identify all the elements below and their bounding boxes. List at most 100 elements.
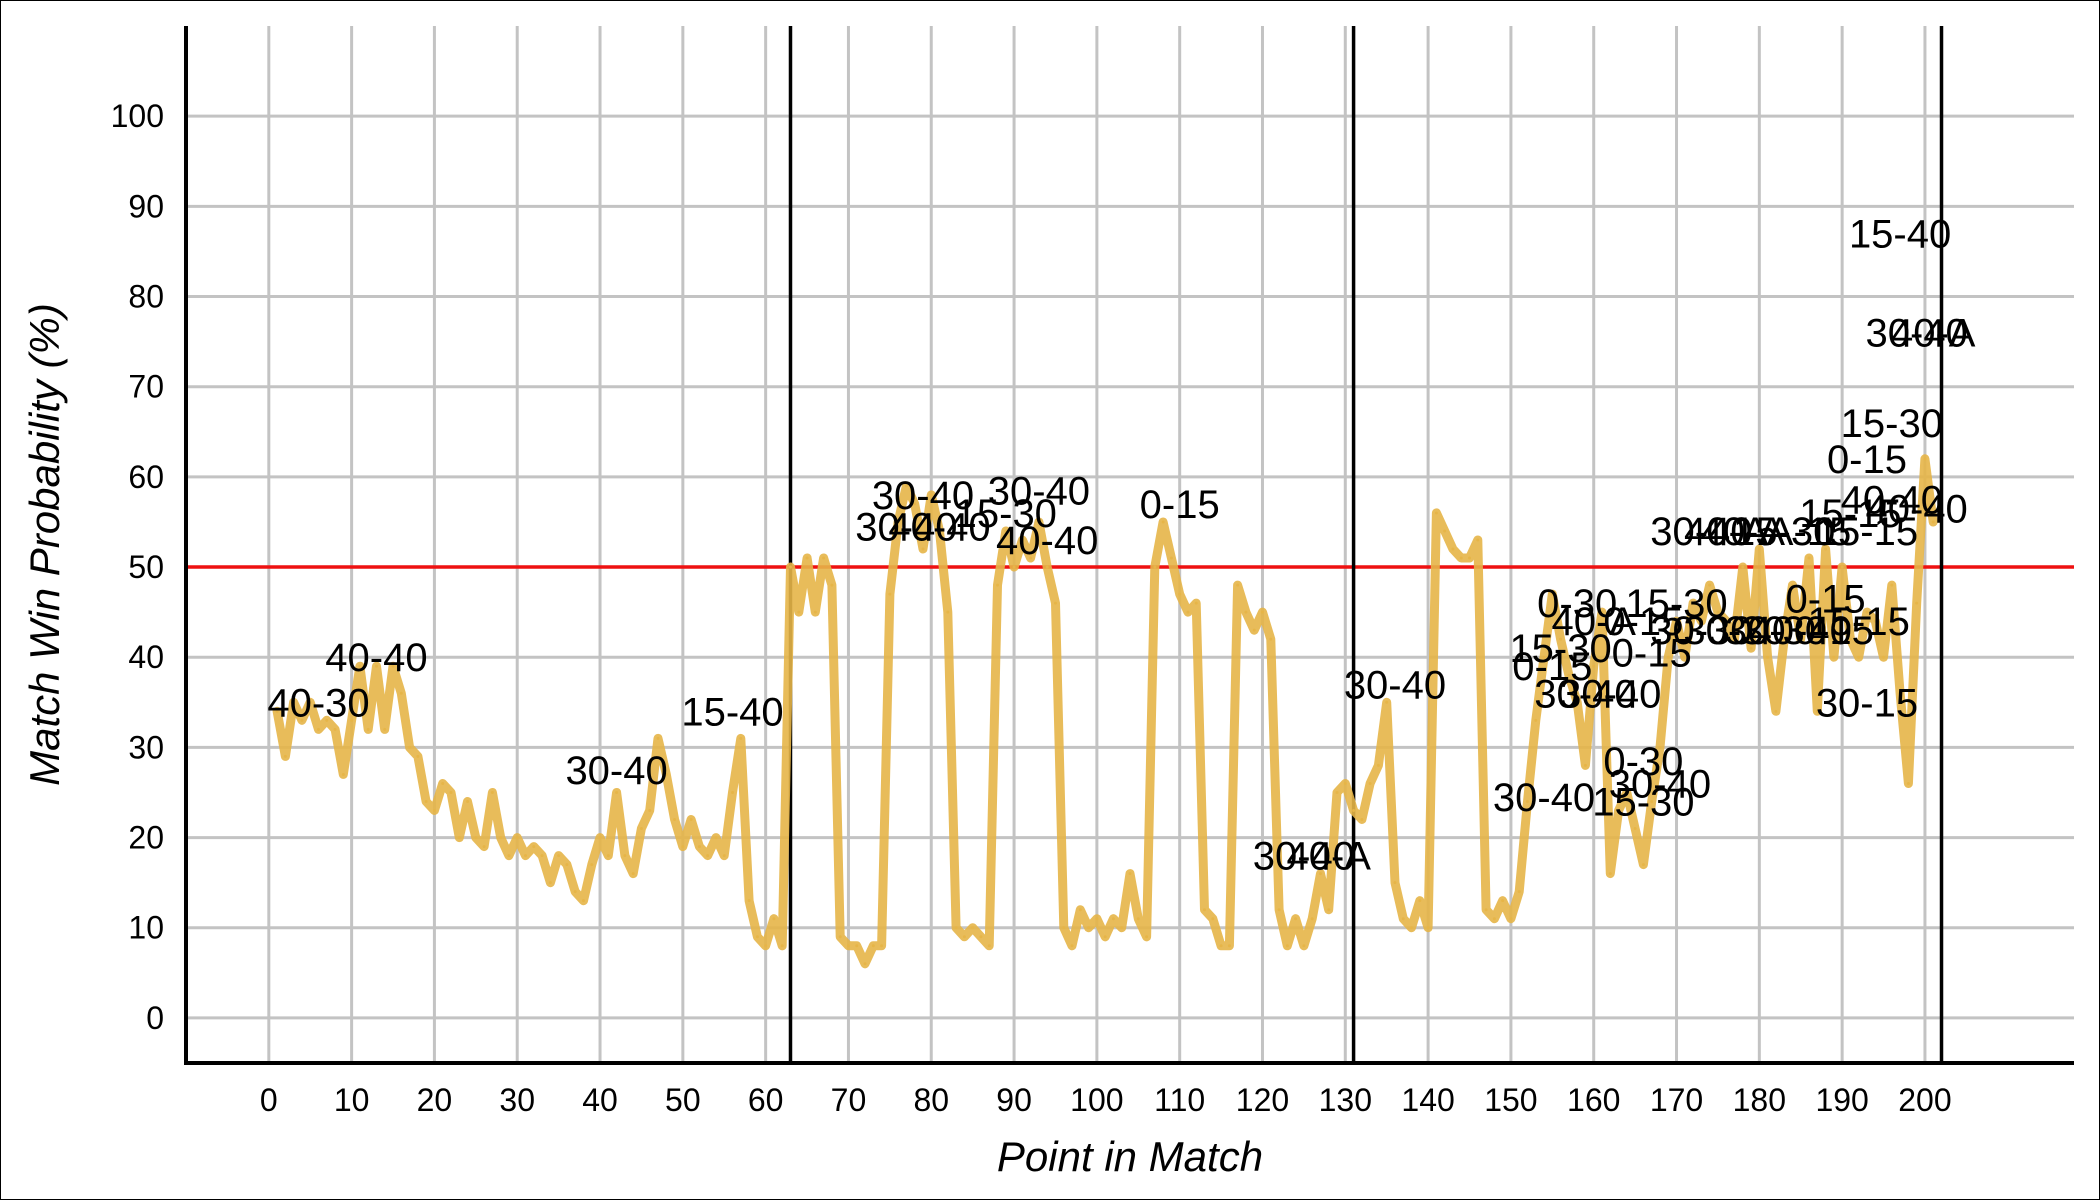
- data-point: [1087, 926, 1091, 930]
- data-point: [1385, 700, 1389, 704]
- data-point: [971, 926, 975, 930]
- y-tick-label: 100: [111, 98, 164, 134]
- data-point: [482, 845, 486, 849]
- data-point: [532, 845, 536, 849]
- score-annotation: 30-40: [1609, 762, 1711, 806]
- data-point: [863, 962, 867, 966]
- score-annotation: 0-15: [1786, 578, 1866, 622]
- data-point: [1252, 628, 1256, 632]
- y-tick-label: 30: [128, 729, 164, 765]
- data-point: [1269, 637, 1273, 641]
- data-point: [739, 736, 743, 740]
- data-point: [1931, 520, 1935, 524]
- data-point: [1824, 547, 1828, 551]
- score-annotation: 30-40: [1650, 510, 1752, 554]
- data-point: [929, 493, 933, 497]
- data-point: [292, 700, 296, 704]
- x-tick-label: 70: [831, 1082, 867, 1118]
- data-point: [573, 890, 577, 894]
- x-tick-label: 10: [334, 1082, 370, 1118]
- data-point: [880, 944, 884, 948]
- score-annotation: 30-40: [1534, 672, 1636, 716]
- data-point: [1865, 610, 1869, 614]
- score-annotation: 0-15: [1612, 632, 1692, 676]
- data-point: [1915, 601, 1919, 605]
- data-point: [1012, 565, 1016, 569]
- data-point: [333, 727, 337, 731]
- score-annotation: 15-30: [1841, 402, 1943, 446]
- y-tick-label: 60: [128, 459, 164, 495]
- data-point: [1583, 763, 1587, 767]
- data-point: [1840, 565, 1844, 569]
- data-point: [673, 818, 677, 822]
- data-point: [1857, 655, 1861, 659]
- score-annotation: 40-40: [1750, 609, 1852, 653]
- data-point: [598, 836, 602, 840]
- data-point: [664, 772, 668, 776]
- score-annotation: 30-40: [1493, 776, 1595, 820]
- data-point: [1625, 790, 1629, 794]
- data-point: [987, 944, 991, 948]
- data-point: [1186, 610, 1190, 614]
- score-annotation: 40-A: [1286, 835, 1371, 879]
- data-point: [1675, 619, 1679, 623]
- data-point: [656, 736, 660, 740]
- data-point: [706, 854, 710, 858]
- data-point: [515, 836, 519, 840]
- data-point: [1111, 917, 1115, 921]
- data-point: [416, 754, 420, 758]
- data-point: [1815, 709, 1819, 713]
- score-annotation: 0-15: [1140, 483, 1220, 527]
- data-point: [1360, 818, 1364, 822]
- x-tick-label: 80: [913, 1082, 949, 1118]
- data-point: [1484, 908, 1488, 912]
- data-point: [283, 754, 287, 758]
- y-tick-label: 50: [128, 549, 164, 585]
- data-point: [1219, 944, 1223, 948]
- x-tick-label: 140: [1401, 1082, 1454, 1118]
- score-annotation: 30-40: [1559, 672, 1661, 716]
- data-point: [1327, 908, 1331, 912]
- data-point: [1550, 592, 1554, 596]
- data-point: [1525, 799, 1529, 803]
- data-point: [855, 944, 859, 948]
- data-point: [722, 854, 726, 858]
- data-point: [913, 502, 917, 506]
- data-point: [1807, 556, 1811, 560]
- score-annotation: 0-30: [1603, 740, 1683, 784]
- data-point: [1501, 899, 1505, 903]
- data-point: [1294, 917, 1298, 921]
- series-group: [272, 454, 1938, 969]
- data-point: [1923, 457, 1927, 461]
- data-point: [780, 944, 784, 948]
- data-point: [764, 944, 768, 948]
- data-point: [1037, 520, 1041, 524]
- score-annotation: 30-30: [1725, 609, 1827, 653]
- data-point: [1567, 673, 1571, 677]
- data-point: [962, 935, 966, 939]
- data-point: [1053, 601, 1057, 605]
- data-point: [1459, 556, 1463, 560]
- data-point: [1318, 872, 1322, 876]
- data-point: [979, 935, 983, 939]
- data-point: [1708, 583, 1712, 587]
- data-point: [797, 610, 801, 614]
- data-point: [1882, 655, 1886, 659]
- data-point: [1045, 565, 1049, 569]
- data-point: [1633, 827, 1637, 831]
- score-annotation: 15-40: [1849, 212, 1951, 256]
- data-point: [1227, 944, 1231, 948]
- score-annotation: 0-15: [1827, 438, 1907, 482]
- data-point: [449, 790, 453, 794]
- score-annotation: 40-40: [888, 505, 990, 549]
- score-annotation: 15-15: [1808, 600, 1910, 644]
- data-point: [1699, 619, 1703, 623]
- data-point: [1302, 944, 1306, 948]
- data-point: [424, 799, 428, 803]
- data-point: [1451, 547, 1455, 551]
- data-point: [1468, 556, 1472, 560]
- x-tick-label: 40: [582, 1082, 618, 1118]
- data-point: [805, 556, 809, 560]
- data-point: [838, 935, 842, 939]
- data-point: [1658, 745, 1662, 749]
